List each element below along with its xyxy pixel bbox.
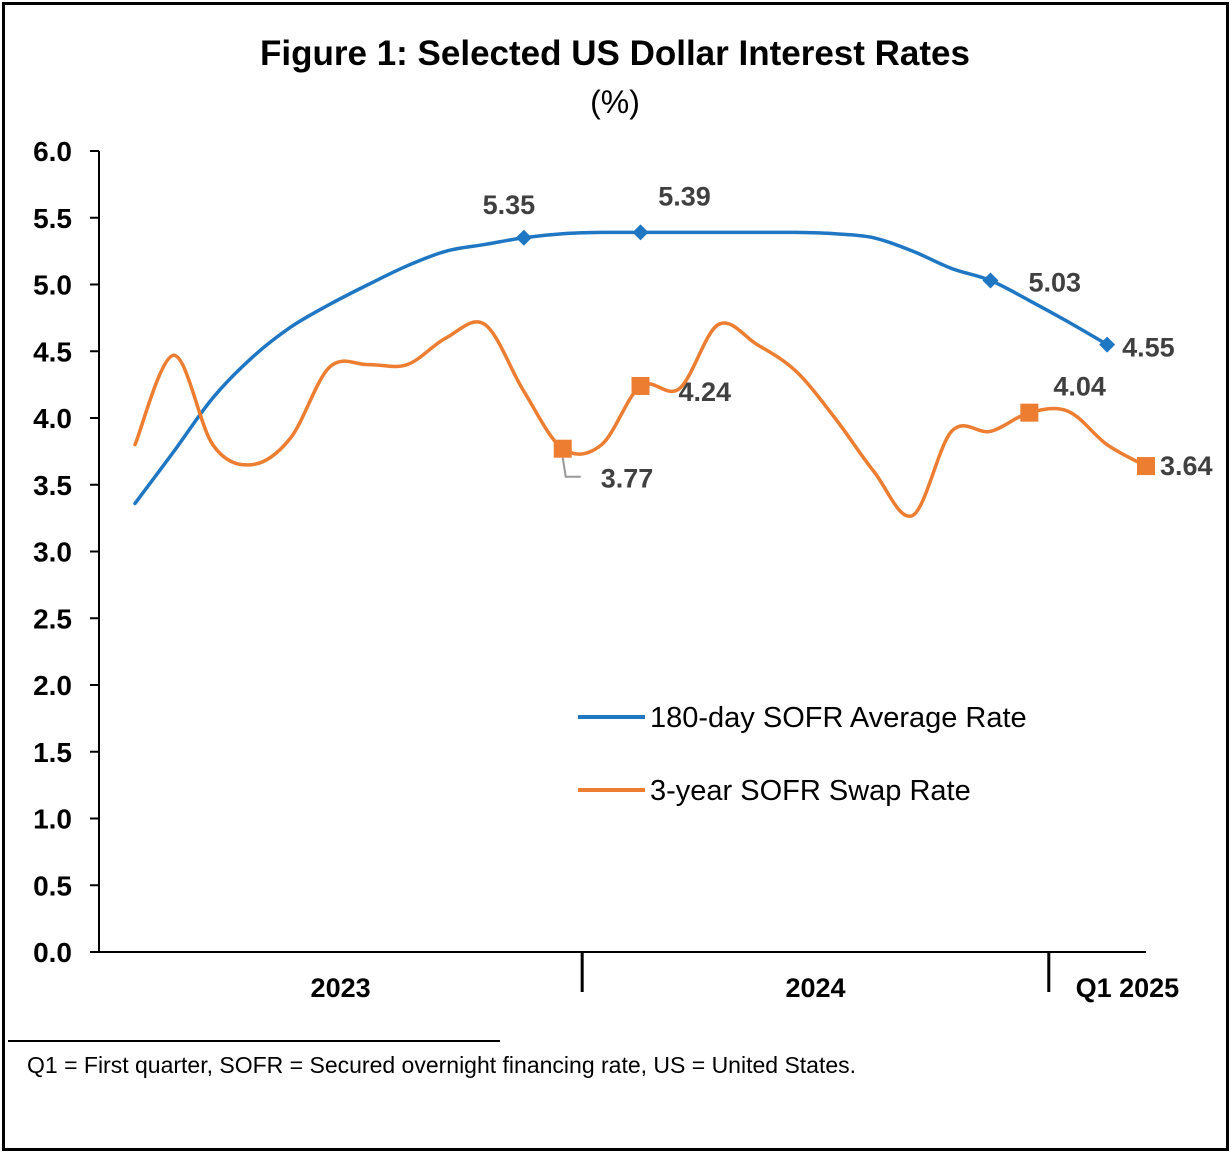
data-point-marker xyxy=(1137,457,1155,476)
y-tick-label: 2.0 xyxy=(33,670,72,701)
data-point-marker xyxy=(1020,403,1039,422)
y-axis: 0.0 0.5 1.0 1.5 2.0 2.5 3.0 3.5 4.0 4.5 5.0 5.5 6.0 xyxy=(33,136,100,968)
legend-label: 3-year SOFR Swap Rate xyxy=(650,775,971,807)
data-label: 3.64 xyxy=(1160,451,1213,481)
data-label-leader xyxy=(561,457,581,478)
footnote: Q1 = First quarter, SOFR = Secured overn… xyxy=(27,1052,856,1078)
data-label: 4.24 xyxy=(679,377,732,407)
y-tick-label: 2.5 xyxy=(33,603,72,634)
y-tick-label: 0.0 xyxy=(33,937,72,968)
y-tick-label: 5.5 xyxy=(33,203,72,234)
data-label: 5.39 xyxy=(658,181,711,211)
data-label: 3.77 xyxy=(601,464,654,494)
chart-title: Figure 1: Selected US Dollar Interest Ra… xyxy=(260,34,970,73)
y-tick-label: 1.0 xyxy=(33,804,72,835)
legend: 180-day SOFR Average Rate 3-year SOFR Swa… xyxy=(578,702,1027,807)
data-point-marker xyxy=(631,376,650,395)
data-label: 4.55 xyxy=(1122,333,1175,363)
y-tick-label: 3.0 xyxy=(33,537,72,568)
data-label: 4.04 xyxy=(1053,372,1106,402)
series-1: 3.77 4.24 4.04 3.64 xyxy=(133,320,1213,518)
data-point-marker xyxy=(632,224,649,241)
y-tick-label: 3.5 xyxy=(33,470,72,501)
legend-label: 180-day SOFR Average Rate xyxy=(650,702,1027,734)
data-point-marker xyxy=(553,439,572,458)
data-label: 5.35 xyxy=(483,190,536,220)
x-group-label: 2024 xyxy=(785,973,845,1003)
series-line xyxy=(133,320,1148,518)
x-group-label: Q1 2025 xyxy=(1076,973,1180,1003)
y-tick-label: 5.0 xyxy=(33,270,72,301)
y-tick-label: 0.5 xyxy=(33,870,72,901)
series-line xyxy=(133,230,1109,506)
series-0: 5.35 5.39 5.03 4.55 xyxy=(133,181,1175,506)
y-tick-label: 6.0 xyxy=(33,136,72,167)
data-point-marker xyxy=(982,272,999,289)
data-point-marker xyxy=(1099,336,1116,353)
y-tick-label: 4.0 xyxy=(33,403,72,434)
x-axis: 2023 2024 Q1 2025 xyxy=(99,951,1180,1003)
data-point-marker xyxy=(515,229,532,246)
x-group-label: 2023 xyxy=(311,973,371,1003)
data-label: 5.03 xyxy=(1028,267,1081,297)
series-layer: 5.35 5.39 5.03 4.55 3.77 4.24 4.04 3.64 xyxy=(133,181,1213,518)
y-tick-label: 4.5 xyxy=(33,336,72,367)
chart-subtitle: (%) xyxy=(590,84,640,120)
y-tick-label: 1.5 xyxy=(33,737,72,768)
